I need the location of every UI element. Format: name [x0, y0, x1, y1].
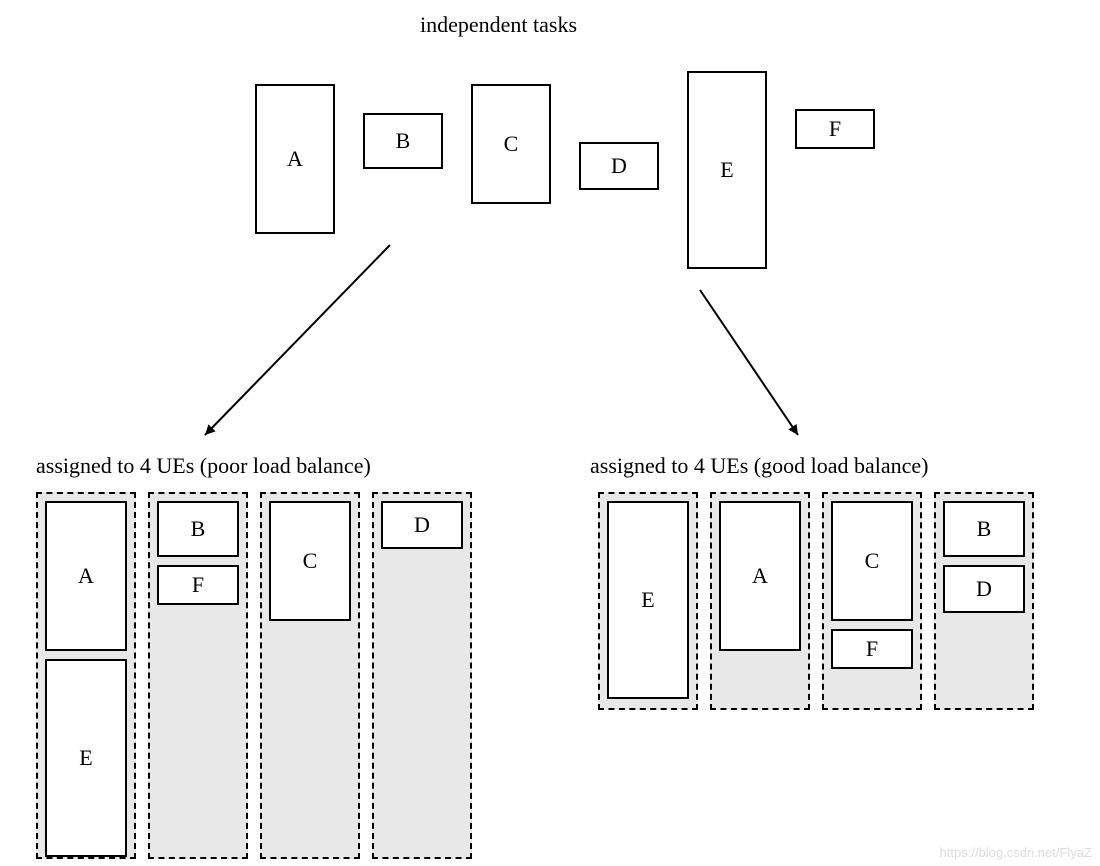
task-label: F: [866, 636, 878, 662]
poor-task-F: F: [157, 565, 239, 605]
poor-task-A: A: [45, 501, 127, 651]
task-label: B: [191, 516, 206, 542]
task-label: B: [977, 516, 992, 542]
task-label: E: [641, 587, 654, 613]
task-label: A: [752, 563, 768, 589]
poor-task-C: C: [269, 501, 351, 621]
task-label: D: [414, 512, 430, 538]
watermark: https://blog.csdn.net/FlyaZ: [940, 845, 1092, 860]
poor-task-E: E: [45, 659, 127, 857]
good-task-A: A: [719, 501, 801, 651]
good-task-B: B: [943, 501, 1025, 557]
task-label: D: [976, 576, 992, 602]
poor-task-B: B: [157, 501, 239, 557]
good-task-D: D: [943, 565, 1025, 613]
good-task-E: E: [607, 501, 689, 699]
task-label: E: [79, 745, 92, 771]
task-label: A: [78, 563, 94, 589]
poor-task-D: D: [381, 501, 463, 549]
task-label: C: [303, 548, 318, 574]
good-task-C: C: [831, 501, 913, 621]
good-task-F: F: [831, 629, 913, 669]
task-label: C: [865, 548, 880, 574]
task-label: F: [192, 572, 204, 598]
